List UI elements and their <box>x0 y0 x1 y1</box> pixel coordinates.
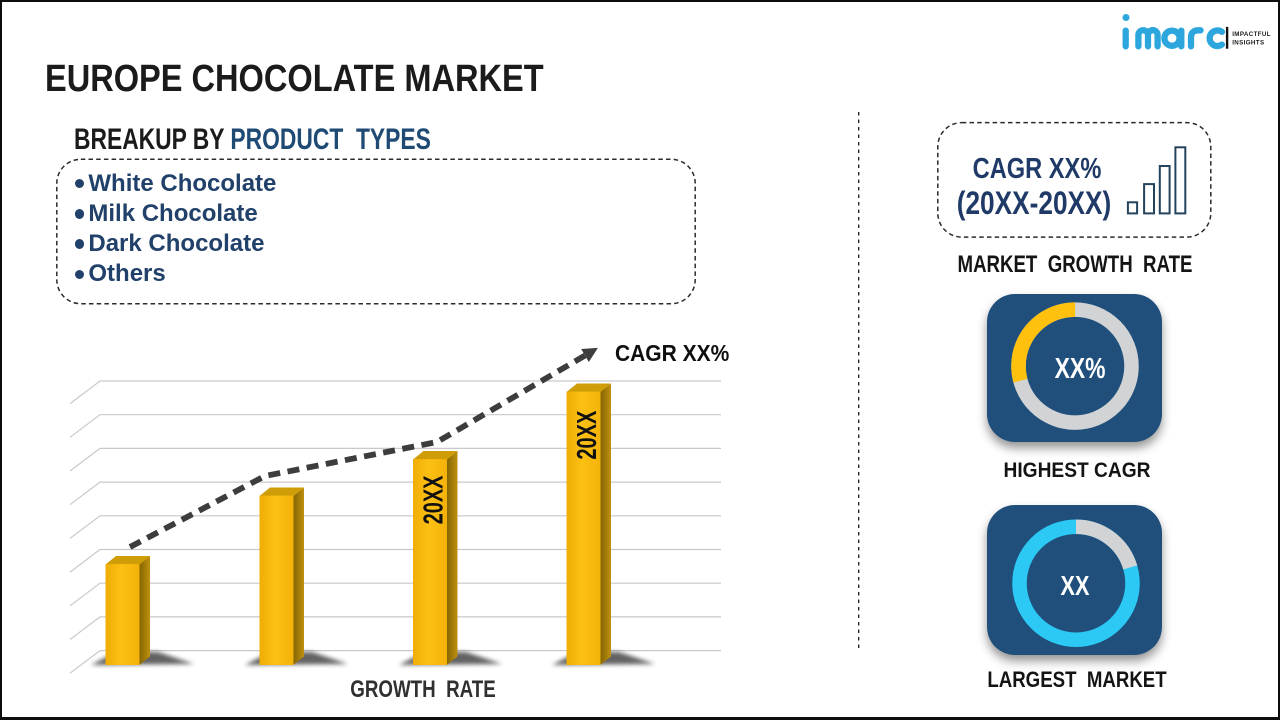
svg-text:IMPACTFUL: IMPACTFUL <box>1232 31 1271 38</box>
svg-text:INSIGHTS: INSIGHTS <box>1232 40 1264 47</box>
svg-text:20XX: 20XX <box>572 411 603 460</box>
svg-text:20XX: 20XX <box>418 475 449 524</box>
